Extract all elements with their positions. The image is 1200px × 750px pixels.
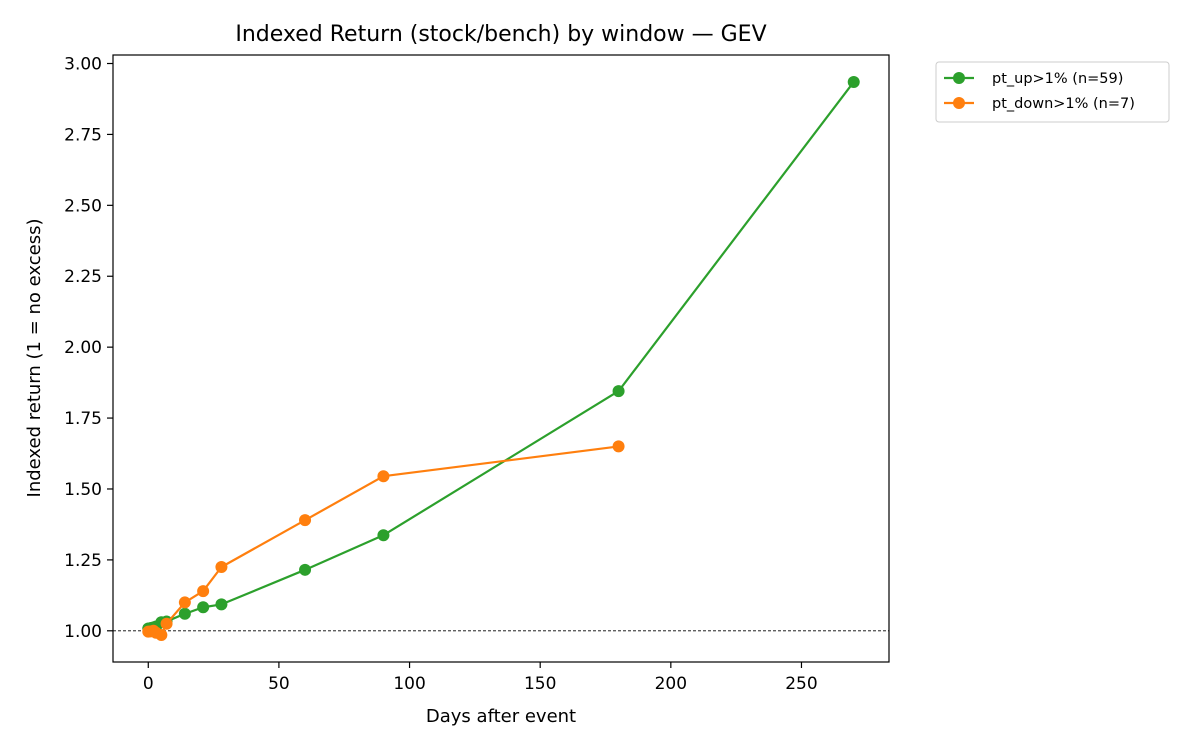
data-point	[299, 514, 312, 527]
legend-box	[935, 61, 1170, 123]
x-tick-label: 0	[143, 674, 154, 694]
data-point	[612, 385, 625, 398]
x-tick-label: 50	[268, 674, 290, 694]
axis-ticks: 0 50 100 150 200 250 1.00 1.25 1.50 1.75 2.00 2.25 2…	[64, 55, 818, 694]
y-tick-label: 2.00	[64, 338, 102, 358]
axes-frame	[112, 54, 890, 663]
y-tick-label: 2.50	[64, 196, 102, 216]
legend-item[interactable]: pt_down>1% (n=7)	[944, 96, 1135, 112]
data-point	[847, 75, 860, 88]
data-point	[160, 617, 173, 630]
data-point	[178, 607, 191, 620]
data-point	[155, 629, 168, 642]
y-tick-label: 1.25	[64, 551, 102, 571]
y-tick-label: 2.25	[64, 267, 102, 287]
x-tick-label: 100	[393, 674, 425, 694]
y-tick-label: 1.75	[64, 409, 102, 429]
data-point	[178, 596, 191, 609]
y-axis-label: Indexed return (1 = no excess)	[24, 219, 45, 498]
data-point	[215, 598, 228, 611]
legend-marker	[953, 72, 965, 84]
legend-label: pt_down>1% (n=7)	[992, 96, 1135, 112]
legend-marker	[953, 97, 965, 109]
y-tick-label: 1.50	[64, 480, 102, 500]
y-tick-label: 3.00	[64, 55, 102, 75]
x-axis-label: Days after event	[426, 706, 576, 727]
legend-label: pt_up>1% (n=59)	[992, 71, 1123, 87]
y-tick-label: 2.75	[64, 125, 102, 145]
data-point	[377, 529, 390, 542]
series-2	[142, 440, 625, 642]
chart-title: Indexed Return (stock/bench) by window —…	[235, 22, 766, 47]
x-tick-label: 200	[655, 674, 687, 694]
x-tick-label: 150	[524, 674, 556, 694]
x-tick-label: 250	[785, 674, 817, 694]
data-point	[197, 585, 210, 598]
data-point	[215, 560, 228, 573]
y-tick-label: 1.00	[64, 622, 102, 642]
data-point	[612, 440, 625, 453]
data-point	[197, 601, 210, 614]
data-point	[377, 470, 390, 483]
data-point	[299, 563, 312, 576]
plot-area	[113, 75, 889, 642]
legend-item[interactable]: pt_up>1% (n=59)	[944, 71, 1123, 87]
legend[interactable]: pt_up>1% (n=59) pt_down>1% (n=7)	[935, 61, 1170, 123]
